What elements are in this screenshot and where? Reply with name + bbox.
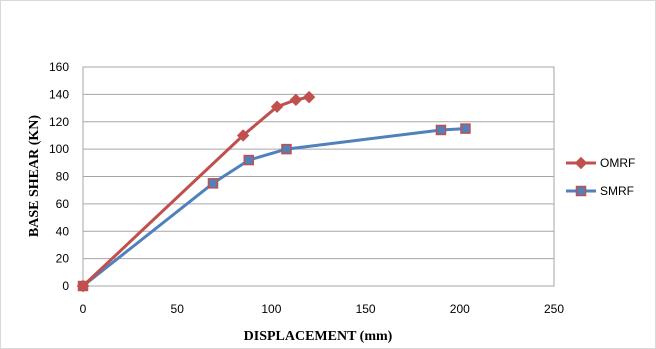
data-point-smrf — [460, 123, 471, 134]
y-tick-label: 80 — [56, 170, 70, 184]
legend-marker — [574, 156, 588, 170]
y-tick-label: 160 — [49, 60, 69, 74]
data-point-omrf — [270, 100, 284, 113]
data-point-omrf — [236, 129, 250, 142]
y-tick-label: 140 — [49, 87, 69, 101]
y-tick-label: 40 — [56, 224, 70, 238]
y-tick-labels: 0 20 40 60 80 100 120 140 160 — [49, 60, 69, 293]
y-tick-label: 20 — [56, 252, 70, 266]
x-tick-label: 100 — [261, 302, 281, 316]
data-point-omrf — [76, 279, 90, 293]
legend-item-smrf: SMRF — [566, 184, 634, 198]
data-point-omrf — [289, 93, 303, 107]
x-tick-label: 250 — [544, 302, 564, 316]
x-tick-labels: 0 50 100 150 200 250 — [80, 302, 565, 316]
y-axis-title: BASE SHEAR (KN) — [27, 115, 42, 237]
series-omrf — [76, 90, 316, 293]
legend-marker — [575, 185, 587, 197]
data-point-smrf — [435, 124, 447, 136]
data-point-smrf — [243, 154, 255, 166]
gridlines — [83, 93, 554, 260]
x-tick-label: 0 — [80, 302, 87, 316]
x-axis-title: DISPLACEMENT (mm) — [244, 329, 393, 344]
y-tick-label: 0 — [62, 279, 69, 293]
x-tick-label: 150 — [356, 302, 376, 316]
x-tick-label: 50 — [171, 302, 185, 316]
y-tick-label: 120 — [49, 115, 69, 129]
legend: OMRF SMRF — [566, 156, 635, 198]
y-tick-label: 60 — [56, 197, 70, 211]
x-tick-label: 200 — [450, 302, 470, 316]
data-point-omrf — [302, 90, 316, 104]
data-point-smrf — [207, 178, 219, 189]
legend-label: OMRF — [600, 156, 635, 170]
data-point-smrf — [281, 143, 292, 155]
legend-label: SMRF — [600, 184, 634, 198]
series-group — [76, 90, 471, 293]
y-tick-label: 100 — [49, 142, 69, 156]
legend-item-omrf: OMRF — [566, 156, 635, 170]
